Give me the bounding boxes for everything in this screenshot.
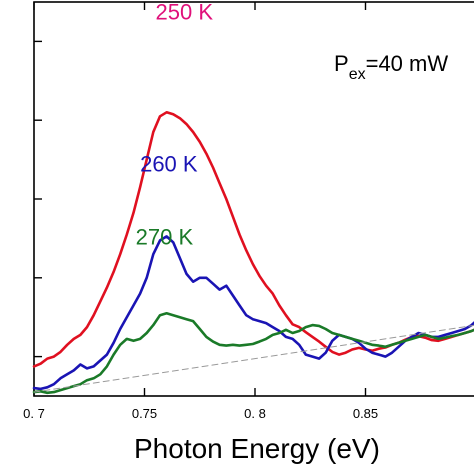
series-layer	[32, 111, 474, 395]
x-axis-label: Photon Energy (eV)	[134, 433, 380, 464]
series-line-270k	[32, 311, 474, 395]
x-tick-label: 0.85	[353, 406, 378, 421]
annotation-sub: ex	[349, 66, 366, 83]
series-line-250k	[32, 111, 474, 368]
series-label-260k: 260 K	[140, 151, 198, 176]
x-tick-label: 0. 7	[23, 406, 45, 421]
x-tick-label: 0. 8	[244, 406, 266, 421]
series-label-250k: 250 K	[156, 0, 214, 25]
baseline-dashed-line	[33, 324, 474, 393]
series-line-260k	[32, 235, 474, 391]
annotation-main: P	[334, 51, 349, 76]
axis-ticks	[33, 2, 367, 396]
series-label-270k: 270 K	[136, 224, 194, 249]
x-tick-label: 0.75	[132, 406, 157, 421]
excitation-power-annotation: Pex=40 mW	[334, 51, 448, 83]
annotation-rest: =40 mW	[366, 51, 449, 76]
series-labels: 250 K 260 K 270 K	[136, 0, 214, 249]
x-tick-labels: 0. 7 0.75 0. 8 0.85	[23, 406, 378, 421]
